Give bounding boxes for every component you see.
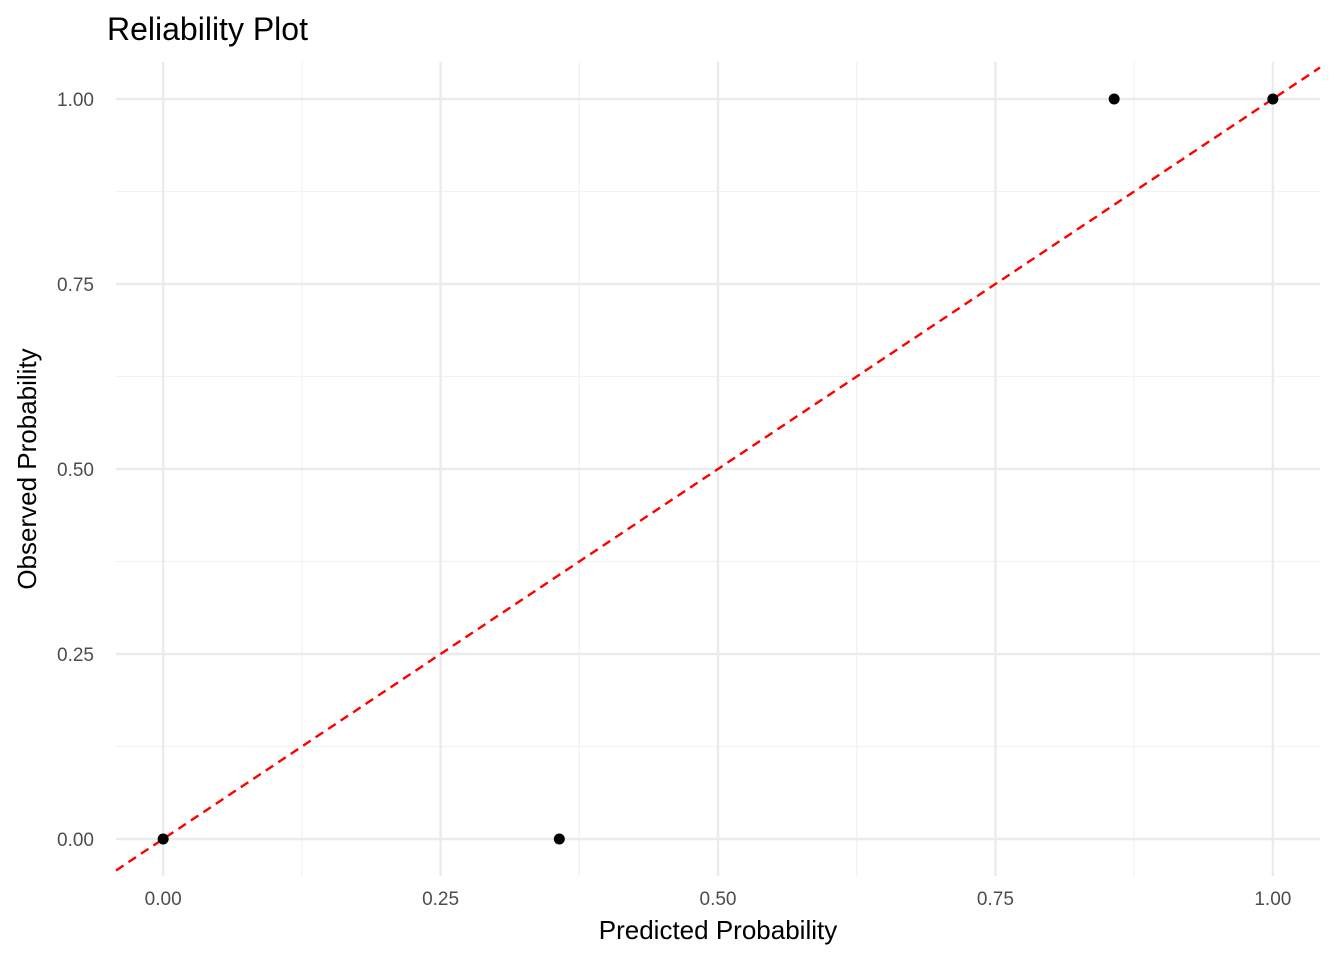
x-axis-tick-labels: 0.00 0.25 0.50 0.75 1.00 xyxy=(145,889,1292,910)
x-tick-label: 0.25 xyxy=(422,889,459,910)
reference-line-y-equals-x xyxy=(115,66,1321,872)
y-axis-title: Observed Probability xyxy=(12,348,42,589)
points-layer xyxy=(157,93,1279,845)
data-point xyxy=(1267,93,1279,105)
y-tick-label: 0.00 xyxy=(57,830,94,851)
data-point xyxy=(157,833,169,845)
x-axis-title: Predicted Probability xyxy=(599,915,837,945)
y-tick-label: 1.00 xyxy=(57,90,94,111)
x-tick-label: 0.00 xyxy=(145,889,182,910)
y-tick-label: 0.75 xyxy=(57,275,94,296)
y-tick-label: 0.25 xyxy=(57,645,94,666)
major-gridlines xyxy=(116,62,1320,876)
chart-title: Reliability Plot xyxy=(107,11,308,47)
y-axis-tick-labels: 0.00 0.25 0.50 0.75 1.00 xyxy=(57,90,94,851)
data-point xyxy=(553,833,565,845)
reference-line-layer xyxy=(115,66,1321,872)
data-point xyxy=(1108,93,1120,105)
y-tick-label: 0.50 xyxy=(57,460,94,481)
x-tick-label: 0.75 xyxy=(977,889,1014,910)
x-tick-label: 0.50 xyxy=(700,889,737,910)
x-tick-label: 1.00 xyxy=(1254,889,1291,910)
